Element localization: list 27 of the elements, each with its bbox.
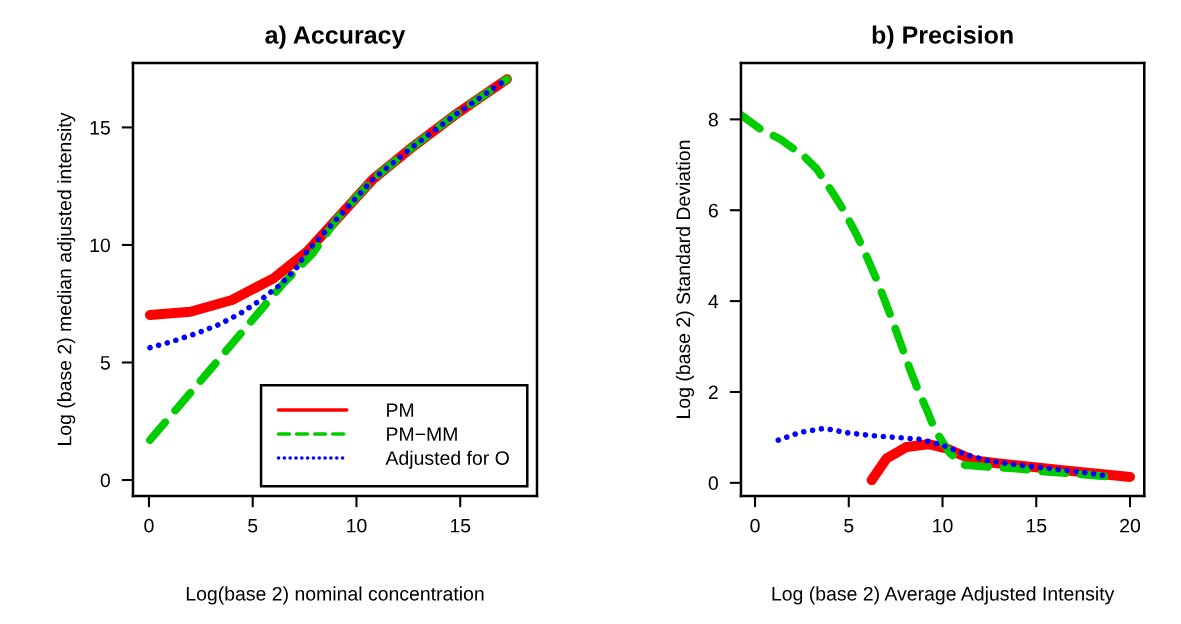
x-tick-label: 15 — [450, 518, 471, 533]
y-tick-label: 8 — [708, 112, 718, 127]
chart-title: b) Precision — [872, 25, 1013, 49]
x-axis-title: Log (base 2) Average Adjusted Intensity — [772, 586, 1115, 605]
y-tick-label: 10 — [90, 238, 110, 253]
x-tick-label: 10 — [933, 518, 953, 533]
x-tick-label: 5 — [248, 518, 258, 533]
y-axis-title: Log (base 2) Standard Deviation — [675, 140, 695, 418]
y-tick-label: 0 — [100, 473, 110, 488]
y-tick-label: 2 — [708, 385, 718, 400]
x-tick-label: 5 — [844, 518, 854, 533]
y-axis-title: Log (base 2) median adjusted intensity — [57, 112, 76, 445]
legend-label: Adjusted for O — [385, 450, 509, 469]
y-tick-label: 6 — [708, 203, 718, 218]
y-tick-label: 15 — [90, 121, 110, 135]
chart-title: a) Accuracy — [265, 25, 406, 49]
y-tick-label: 4 — [708, 294, 719, 309]
x-tick-label: 20 — [1120, 518, 1141, 533]
legend-label: PM — [387, 403, 414, 417]
x-axis-title: Log(base 2) nominal concentration — [186, 586, 484, 605]
x-tick-label: 0 — [750, 518, 760, 533]
x-tick-label: 15 — [1026, 518, 1047, 533]
x-tick-label: 0 — [144, 518, 154, 533]
y-tick-label: 5 — [100, 356, 110, 370]
x-tick-label: 10 — [347, 518, 367, 533]
y-tick-label: 0 — [708, 476, 718, 491]
legend-label: PM−MM — [387, 427, 457, 441]
